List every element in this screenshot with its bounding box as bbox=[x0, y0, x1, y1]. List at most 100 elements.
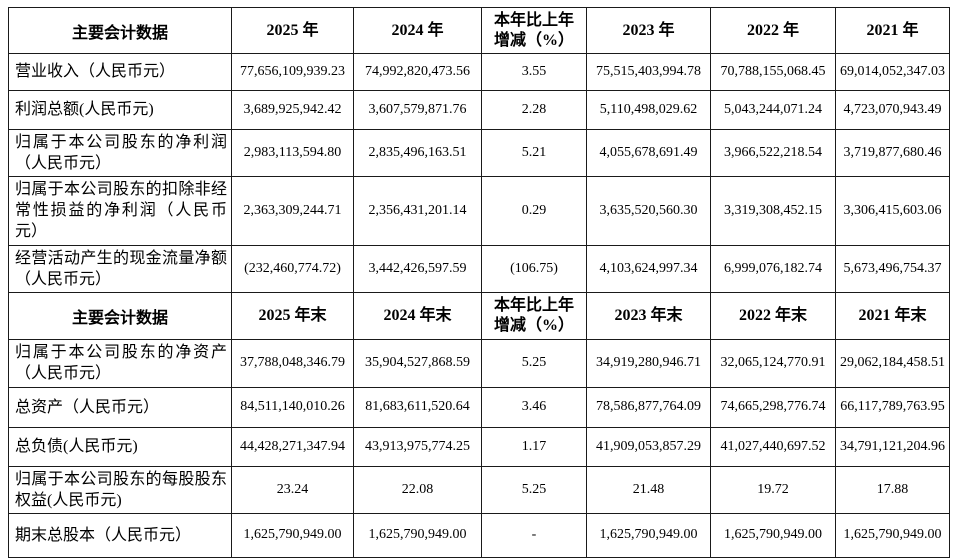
value-yoy-change: 3.55 bbox=[481, 53, 587, 91]
row-label: 归属于本公司股东的每股股东权益(人民币元) bbox=[8, 465, 232, 514]
value-2024: 2,835,496,163.51 bbox=[353, 128, 482, 178]
annual-figures-section: 主要会计数据 2025 年 2024 年 本年比上年 增减（%） 2023 年 … bbox=[8, 7, 950, 293]
value-2024: 3,442,426,597.59 bbox=[353, 244, 482, 293]
header-2023: 2023 年 bbox=[586, 7, 711, 54]
header-2023-end: 2023 年末 bbox=[586, 291, 711, 340]
value-yoy-change: (106.75) bbox=[481, 244, 587, 293]
header-2024: 2024 年 bbox=[353, 7, 482, 54]
value-2023: 5,110,498,029.62 bbox=[586, 90, 711, 130]
year-end-figures-section: 主要会计数据 2025 年末 2024 年末 本年比上年 增减（%） 2023 … bbox=[8, 291, 950, 558]
value-yoy-change: 2.28 bbox=[481, 90, 587, 130]
value-2023: 78,586,877,764.09 bbox=[586, 386, 711, 428]
value-2023: 41,909,053,857.29 bbox=[586, 426, 711, 467]
value-yoy-change: 5.25 bbox=[481, 338, 587, 388]
value-yoy-change: 5.21 bbox=[481, 128, 587, 178]
value-2025: (232,460,774.72) bbox=[231, 244, 354, 293]
header-yoy-change: 本年比上年 增减（%） bbox=[481, 291, 587, 340]
header-2022: 2022 年 bbox=[710, 7, 836, 54]
value-2023: 3,635,520,560.30 bbox=[586, 176, 711, 246]
row-equity-per-share: 归属于本公司股东的每股股东权益(人民币元) 23.24 22.08 5.25 2… bbox=[8, 465, 950, 514]
value-2022: 41,027,440,697.52 bbox=[710, 426, 836, 467]
value-2022: 5,043,244,071.24 bbox=[710, 90, 836, 130]
header-2021-end: 2021 年末 bbox=[835, 291, 950, 340]
value-2023: 75,515,403,994.78 bbox=[586, 53, 711, 91]
value-2024: 2,356,431,201.14 bbox=[353, 176, 482, 246]
value-2023: 21.48 bbox=[586, 465, 711, 514]
header-main-accounting-data: 主要会计数据 bbox=[8, 291, 232, 340]
header-main-accounting-data: 主要会计数据 bbox=[8, 7, 232, 54]
row-net-profit-attributable: 归属于本公司股东的净利润（人民币元） 2,983,113,594.80 2,83… bbox=[8, 128, 950, 178]
value-2022: 3,319,308,452.15 bbox=[710, 176, 836, 246]
row-label: 经营活动产生的现金流量净额（人民币元） bbox=[8, 244, 232, 293]
value-yoy-change: 1.17 bbox=[481, 426, 587, 467]
header-2025-end: 2025 年末 bbox=[231, 291, 354, 340]
value-2021: 1,625,790,949.00 bbox=[835, 512, 950, 558]
value-2022: 74,665,298,776.74 bbox=[710, 386, 836, 428]
value-2022: 1,625,790,949.00 bbox=[710, 512, 836, 558]
row-operating-revenue: 营业收入（人民币元） 77,656,109,939.23 74,992,820,… bbox=[8, 53, 950, 91]
value-2025: 23.24 bbox=[231, 465, 354, 514]
header-yoy-change-line1: 本年比上年 bbox=[493, 11, 574, 29]
row-label: 利润总额(人民币元) bbox=[8, 90, 232, 130]
value-2023: 34,919,280,946.71 bbox=[586, 338, 711, 388]
value-2022: 3,966,522,218.54 bbox=[710, 128, 836, 178]
value-2024: 43,913,975,774.25 bbox=[353, 426, 482, 467]
value-yoy-change: 0.29 bbox=[481, 176, 587, 246]
value-2021: 29,062,184,458.51 bbox=[835, 338, 950, 388]
value-yoy-change: 5.25 bbox=[481, 465, 587, 514]
row-net-profit-excl-nonrecurring: 归属于本公司股东的扣除非经常性损益的净利润（人民币元） 2,363,309,24… bbox=[8, 176, 950, 246]
value-2025: 44,428,271,347.94 bbox=[231, 426, 354, 467]
value-2024: 74,992,820,473.56 bbox=[353, 53, 482, 91]
value-yoy-change: - bbox=[481, 512, 587, 558]
row-total-profit: 利润总额(人民币元) 3,689,925,942.42 3,607,579,87… bbox=[8, 90, 950, 130]
value-2021: 3,719,877,680.46 bbox=[835, 128, 950, 178]
value-2024: 3,607,579,871.76 bbox=[353, 90, 482, 130]
row-label: 总负债(人民币元) bbox=[8, 426, 232, 467]
header-2021: 2021 年 bbox=[835, 7, 950, 54]
row-label: 归属于本公司股东的扣除非经常性损益的净利润（人民币元） bbox=[8, 176, 232, 246]
header-yoy-change-line2: 增减（%） bbox=[493, 316, 574, 334]
value-2025: 37,788,048,346.79 bbox=[231, 338, 354, 388]
value-2025: 3,689,925,942.42 bbox=[231, 90, 354, 130]
row-net-assets-attributable: 归属于本公司股东的净资产（人民币元） 37,788,048,346.79 35,… bbox=[8, 338, 950, 388]
row-label: 总资产（人民币元） bbox=[8, 386, 232, 428]
value-2025: 1,625,790,949.00 bbox=[231, 512, 354, 558]
value-2024: 22.08 bbox=[353, 465, 482, 514]
financial-summary-table-wrap: 主要会计数据 2025 年 2024 年 本年比上年 增减（%） 2023 年 … bbox=[8, 7, 950, 558]
header-2025: 2025 年 bbox=[231, 7, 354, 54]
row-total-share-capital: 期末总股本（人民币元） 1,625,790,949.00 1,625,790,9… bbox=[8, 512, 950, 558]
value-2021: 66,117,789,763.95 bbox=[835, 386, 950, 428]
header-yoy-change-line1: 本年比上年 bbox=[493, 296, 574, 314]
value-2025: 77,656,109,939.23 bbox=[231, 53, 354, 91]
value-yoy-change: 3.46 bbox=[481, 386, 587, 428]
value-2021: 34,791,121,204.96 bbox=[835, 426, 950, 467]
value-2023: 4,103,624,997.34 bbox=[586, 244, 711, 293]
value-2021: 69,014,052,347.03 bbox=[835, 53, 950, 91]
row-label: 营业收入（人民币元） bbox=[8, 53, 232, 91]
row-total-liabilities: 总负债(人民币元) 44,428,271,347.94 43,913,975,7… bbox=[8, 426, 950, 467]
value-2024: 1,625,790,949.00 bbox=[353, 512, 482, 558]
value-2022: 70,788,155,068.45 bbox=[710, 53, 836, 91]
value-2022: 6,999,076,182.74 bbox=[710, 244, 836, 293]
financial-summary-table: 主要会计数据 2025 年 2024 年 本年比上年 增减（%） 2023 年 … bbox=[8, 7, 950, 558]
header-yoy-change: 本年比上年 增减（%） bbox=[481, 7, 587, 54]
value-2023: 4,055,678,691.49 bbox=[586, 128, 711, 178]
header-2022-end: 2022 年末 bbox=[710, 291, 836, 340]
row-label: 归属于本公司股东的净资产（人民币元） bbox=[8, 338, 232, 388]
row-label: 期末总股本（人民币元） bbox=[8, 512, 232, 558]
value-2024: 35,904,527,868.59 bbox=[353, 338, 482, 388]
value-2022: 19.72 bbox=[710, 465, 836, 514]
header-yoy-change-line2: 增减（%） bbox=[493, 31, 574, 49]
row-total-assets: 总资产（人民币元） 84,511,140,010.26 81,683,611,5… bbox=[8, 386, 950, 428]
row-label: 归属于本公司股东的净利润（人民币元） bbox=[8, 128, 232, 178]
table-header-row-year-end: 主要会计数据 2025 年末 2024 年末 本年比上年 增减（%） 2023 … bbox=[8, 291, 950, 340]
value-2024: 81,683,611,520.64 bbox=[353, 386, 482, 428]
table-header-row-annual: 主要会计数据 2025 年 2024 年 本年比上年 增减（%） 2023 年 … bbox=[8, 7, 950, 54]
value-2021: 5,673,496,754.37 bbox=[835, 244, 950, 293]
row-net-operating-cash-flow: 经营活动产生的现金流量净额（人民币元） (232,460,774.72) 3,4… bbox=[8, 244, 950, 293]
value-2025: 84,511,140,010.26 bbox=[231, 386, 354, 428]
value-2022: 32,065,124,770.91 bbox=[710, 338, 836, 388]
header-2024-end: 2024 年末 bbox=[353, 291, 482, 340]
value-2025: 2,363,309,244.71 bbox=[231, 176, 354, 246]
value-2021: 17.88 bbox=[835, 465, 950, 514]
